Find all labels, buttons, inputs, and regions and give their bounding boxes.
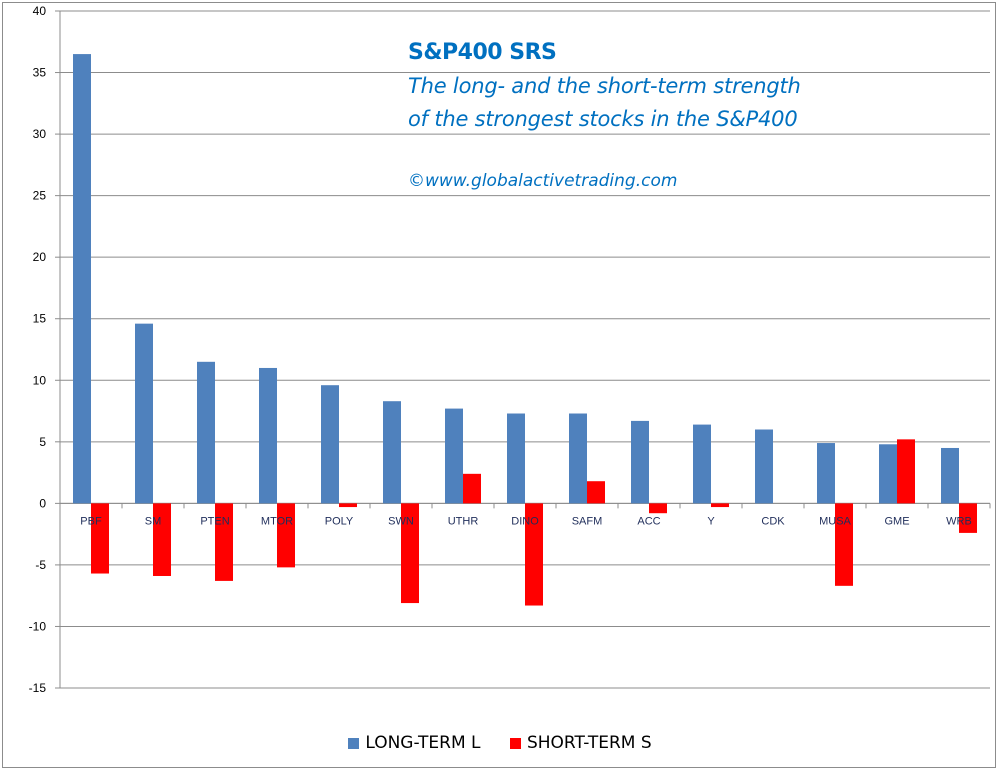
x-tick-label-mtor: MTOR bbox=[261, 515, 293, 527]
x-tick-label-safm: SAFM bbox=[572, 515, 603, 527]
long-term-bar-acc bbox=[631, 420, 649, 504]
y-tick-label: 0 bbox=[39, 496, 46, 510]
y-tick-label: 40 bbox=[33, 4, 47, 18]
x-tick-label-sm: SM bbox=[145, 515, 162, 527]
long-term-bar-swn bbox=[383, 401, 401, 504]
y-axis-ticks: -15 -10 -5 0 5 10 15 20 25 30 35 40 bbox=[29, 4, 47, 695]
bars bbox=[73, 54, 977, 606]
y-tick-label: -15 bbox=[29, 681, 47, 695]
short-term-bar-sm bbox=[153, 503, 171, 576]
long-term-bar-cdk bbox=[755, 429, 773, 504]
x-tick-label-wrb: WRB bbox=[946, 515, 972, 527]
chart-title: S&P400 SRS bbox=[408, 40, 557, 65]
long-term-bar-poly bbox=[321, 385, 339, 504]
short-term-bar-poly bbox=[339, 503, 357, 508]
long-term-bar-mtor bbox=[259, 367, 277, 504]
long-term-bar-wrb bbox=[941, 447, 959, 504]
short-term-bar-pbf bbox=[91, 503, 109, 574]
short-term-bar-gme bbox=[897, 439, 915, 504]
x-tick-label-swn: SWN bbox=[388, 515, 414, 527]
chart-subtitle-line-1: The long- and the short-term strength bbox=[408, 74, 801, 98]
y-tick-label: 30 bbox=[33, 127, 47, 141]
short-term-bar-acc bbox=[649, 503, 667, 514]
short-term-bar-uthr bbox=[463, 473, 481, 504]
legend-label-long-term: LONG-TERM L bbox=[365, 733, 481, 753]
long-term-bar-y bbox=[693, 424, 711, 504]
y-tick-label: 20 bbox=[33, 250, 47, 264]
legend: LONG-TERM L SHORT-TERM S bbox=[0, 733, 1000, 754]
x-axis-tick-labels: PBF SM PTEN MTOR POLY SWN UTHR DINO SAFM ACC Y CDK M… bbox=[80, 515, 972, 527]
long-term-bar-pbf bbox=[73, 54, 91, 504]
x-tick-label-musa: MUSA bbox=[819, 515, 851, 527]
legend-item-long-term: LONG-TERM L bbox=[348, 733, 481, 753]
short-term-bar-swn bbox=[401, 503, 419, 604]
long-term-bar-musa bbox=[817, 443, 835, 504]
copyright-url: ©www.globalactivetrading.com bbox=[408, 171, 678, 191]
y-tick-label: 25 bbox=[33, 189, 47, 203]
short-term-bar-mtor bbox=[277, 503, 295, 568]
chart-subtitle-line-2: of the strongest stocks in the S&P400 bbox=[408, 107, 798, 131]
x-tick-label-uthr: UTHR bbox=[448, 515, 479, 527]
long-term-bar-uthr bbox=[445, 408, 463, 504]
legend-item-short-term: SHORT-TERM S bbox=[509, 733, 652, 753]
short-term-bar-musa bbox=[835, 503, 853, 586]
long-term-bar-dino bbox=[507, 413, 525, 504]
x-tick-label-y: Y bbox=[707, 515, 715, 527]
long-term-bar-safm bbox=[569, 413, 587, 504]
y-tick-label: -5 bbox=[35, 558, 46, 572]
long-term-bar-sm bbox=[135, 323, 153, 504]
short-term-bar-y bbox=[711, 503, 729, 508]
short-term-bar-pten bbox=[215, 503, 233, 581]
y-tick-label: 5 bbox=[39, 435, 46, 449]
short-term-bar-wrb bbox=[959, 503, 977, 533]
y-tick-label: 15 bbox=[33, 312, 47, 326]
y-tick-label: 35 bbox=[33, 66, 47, 80]
y-tick-label: 10 bbox=[33, 373, 47, 387]
legend-swatch-long-term bbox=[348, 737, 360, 749]
legend-label-short-term: SHORT-TERM S bbox=[526, 733, 652, 753]
long-term-bar-gme bbox=[879, 444, 897, 504]
x-tick-label-pten: PTEN bbox=[200, 515, 229, 527]
long-term-bar-pten bbox=[197, 361, 215, 504]
legend-swatch-short-term bbox=[509, 737, 521, 749]
short-term-bar-dino bbox=[525, 503, 543, 606]
x-tick-label-acc: ACC bbox=[637, 515, 660, 527]
y-tick-label: -10 bbox=[29, 619, 47, 633]
x-tick-label-gme: GME bbox=[884, 515, 909, 527]
x-tick-label-cdk: CDK bbox=[761, 515, 785, 527]
x-tick-label-dino: DINO bbox=[511, 515, 539, 527]
x-tick-label-pbf: PBF bbox=[80, 515, 102, 527]
short-term-bar-safm bbox=[587, 481, 605, 504]
x-tick-label-poly: POLY bbox=[325, 515, 354, 527]
